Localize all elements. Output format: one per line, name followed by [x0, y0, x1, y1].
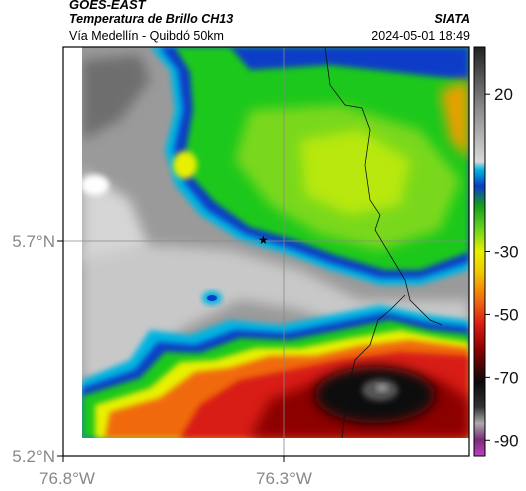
lat-tick-label: 5.7°N — [12, 232, 55, 251]
colorbar-ticks: 20 -30 -50 -70 -90 — [485, 85, 519, 450]
lon-tick-label: 76.3°W — [256, 469, 312, 488]
department-boundary — [324, 46, 443, 439]
lon-tick-label: 76.8°W — [39, 469, 95, 488]
colorbar-tick-label: -50 — [494, 305, 519, 324]
satellite-title: GOES-EAST — [69, 0, 146, 12]
colorbar-tick-label: -70 — [494, 368, 519, 387]
location-star-icon: ★ — [258, 233, 269, 247]
colorbar — [473, 46, 486, 457]
lat-tick-label: 5.2°N — [12, 447, 55, 466]
product-title: Temperatura de Brillo CH13 — [69, 12, 234, 26]
colorbar-tick-label: -90 — [494, 431, 519, 450]
colorbar-tick-label: 20 — [494, 85, 513, 104]
map-frame — [62, 46, 470, 457]
datetime-label: 2024-05-01 18:49 — [371, 29, 470, 43]
route-subtitle: Vía Medellín - Quibdó 50km — [69, 29, 224, 43]
cloud-field — [82, 47, 469, 438]
organization-label: SIATA — [434, 12, 470, 26]
colorbar-tick-label: -30 — [494, 243, 519, 262]
